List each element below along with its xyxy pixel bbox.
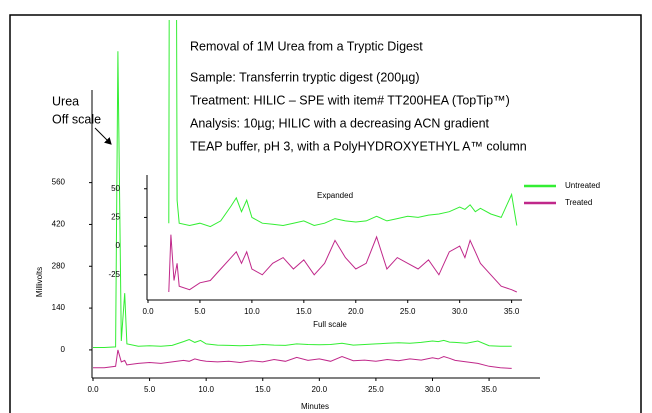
x-tick-label: 5.0 [144,385,156,394]
x-tick-label: 10.0 [244,307,260,316]
inset-background [146,168,524,305]
inset-title: Expanded [317,191,353,200]
y-tick-label: 420 [52,220,66,229]
y-tick-label: 0 [61,345,66,354]
x-tick-label: 20.0 [348,307,364,316]
note: Analysis: 10µg; HILIC with a decreasing … [190,116,490,130]
annotation-arrow [94,127,112,145]
x-tick-label: 15.0 [296,307,312,316]
inset-x-label: Full scale [313,320,347,329]
x-tick-label: 30.0 [452,307,468,316]
y-tick-label: -25 [108,270,120,279]
note: Treatment: HILIC – SPE with item# TT200H… [190,93,510,107]
annotation: Off scale [52,112,101,126]
note: TEAP buffer, pH 3, with a PolyHYDROXYETH… [190,139,527,153]
y-tick-label: 280 [52,261,66,270]
x-axis-label: Minutes [301,402,329,411]
chart-title: Removal of 1M Urea from a Tryptic Digest [190,39,423,53]
x-tick-label: 15.0 [255,385,271,394]
annotation: Urea [52,94,79,108]
x-tick-label: 25.0 [400,307,416,316]
trace [168,234,518,293]
legend-label: Untreated [565,181,600,190]
x-tick-label: 0.0 [142,307,154,316]
y-axis-label: Millivolts [35,267,44,297]
trace [93,349,512,369]
x-tick-label: 10.0 [198,385,214,394]
x-tick-label: 0.0 [87,385,99,394]
x-tick-label: 35.0 [504,307,520,316]
x-tick-label: 35.0 [481,385,497,394]
y-tick-label: 140 [52,303,66,312]
x-tick-label: 25.0 [368,385,384,394]
x-tick-label: 30.0 [425,385,441,394]
y-tick-label: 0 [116,241,121,250]
x-tick-label: 5.0 [194,307,206,316]
y-tick-label: 560 [52,178,66,187]
trace [93,51,512,348]
y-tick-label: 25 [111,213,120,222]
legend-label: Treated [565,198,592,207]
frame [9,14,642,413]
trace [168,20,518,228]
y-tick-label: 50 [111,184,120,193]
note: Sample: Transferrin tryptic digest (200µ… [190,70,420,84]
x-tick-label: 20.0 [312,385,328,394]
